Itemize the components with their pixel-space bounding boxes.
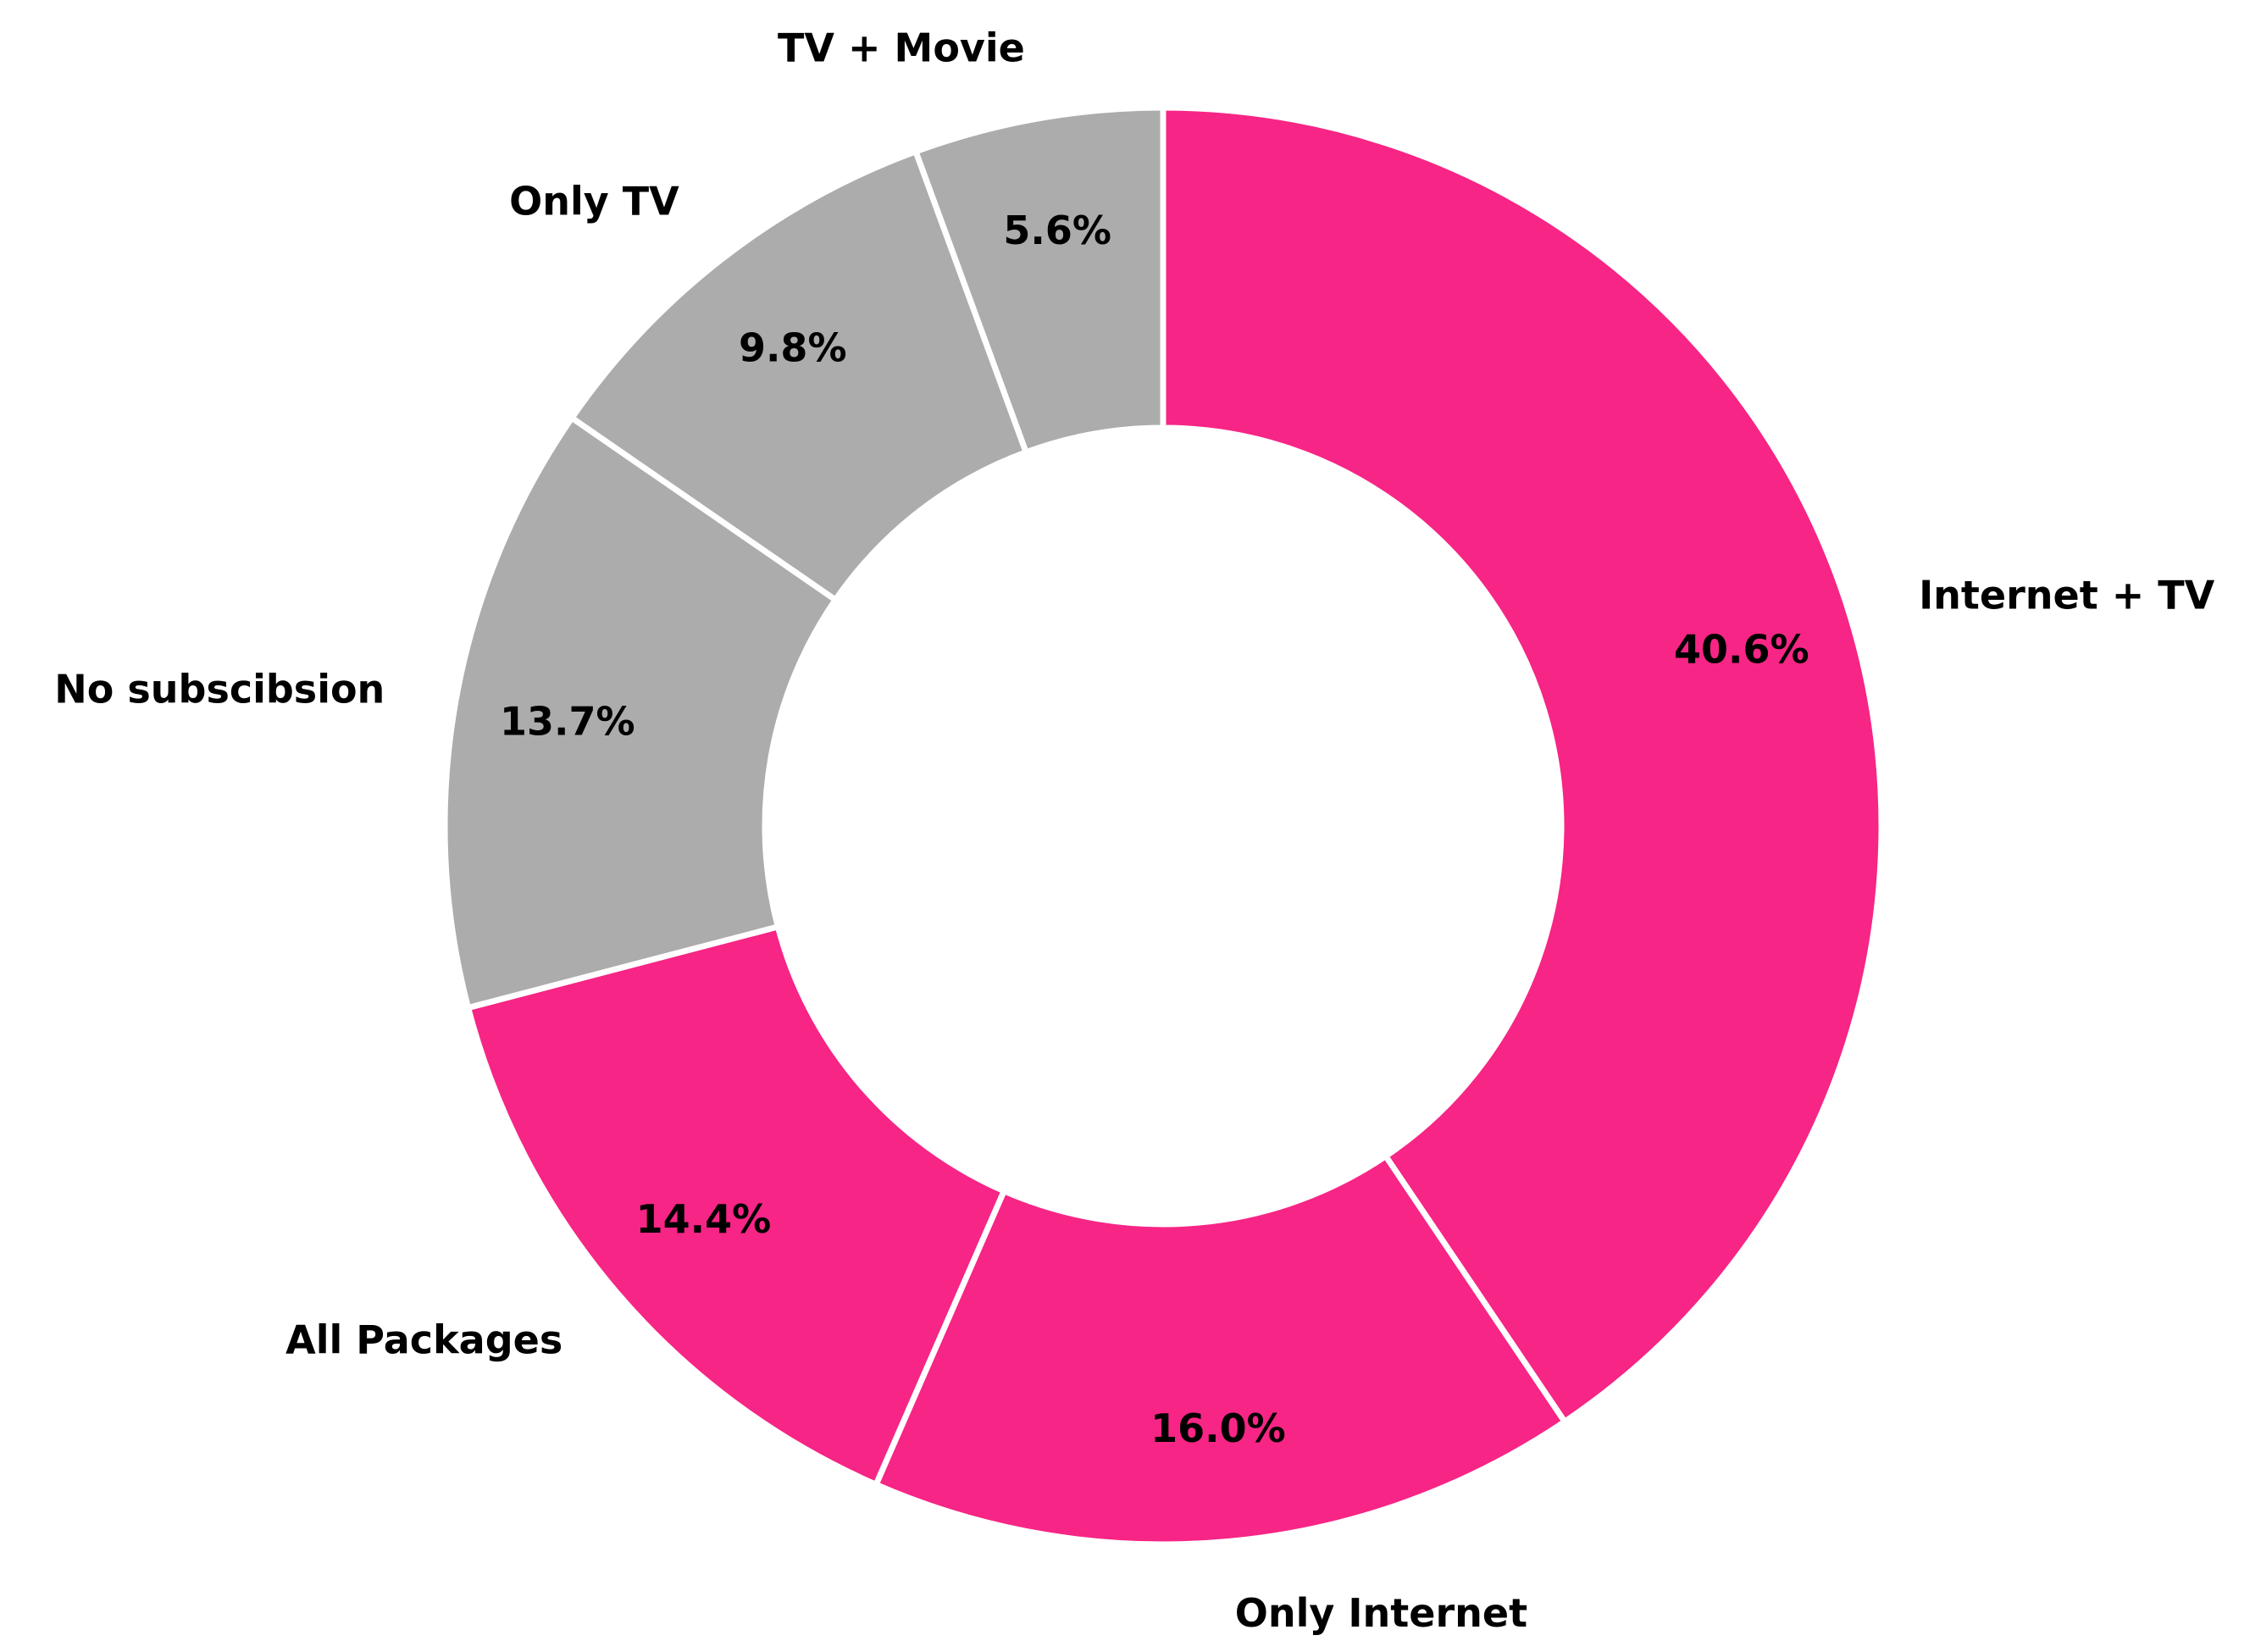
percent-label-internet-tv: 40.6% xyxy=(1674,626,1809,672)
percent-label-all-packages: 14.4% xyxy=(636,1196,772,1242)
slice-no-subscibsion xyxy=(441,413,840,1012)
slice-group xyxy=(441,104,1885,1548)
percent-label-only-internet: 16.0% xyxy=(1150,1405,1286,1451)
percent-label-tv-movie: 5.6% xyxy=(1003,208,1111,253)
category-label-only-internet: Only Internet xyxy=(1235,1590,1527,1636)
slice-only-tv xyxy=(568,147,1030,604)
category-label-group: Internet + TV Only Internet All Packages No… xyxy=(54,25,2214,1636)
slice-all-packages xyxy=(464,923,1008,1488)
category-label-tv-movie: TV + Movie xyxy=(778,25,1025,71)
percent-label-group: 40.6% 16.0% 14.4% 13.7% 9.8% 5.6% xyxy=(500,208,1809,1451)
category-label-only-tv: Only TV xyxy=(509,179,679,225)
slice-tv-movie xyxy=(912,104,1167,457)
slice-only-internet xyxy=(872,1151,1569,1548)
category-label-all-packages: All Packages xyxy=(285,1317,562,1362)
category-label-internet-tv: Internet + TV xyxy=(1919,572,2215,618)
category-label-no-subscibsion: No subscibsion xyxy=(54,666,385,712)
percent-label-only-tv: 9.8% xyxy=(739,325,847,371)
percent-label-no-subscibsion: 13.7% xyxy=(500,698,635,744)
slice-internet-tv xyxy=(1160,104,1885,1427)
